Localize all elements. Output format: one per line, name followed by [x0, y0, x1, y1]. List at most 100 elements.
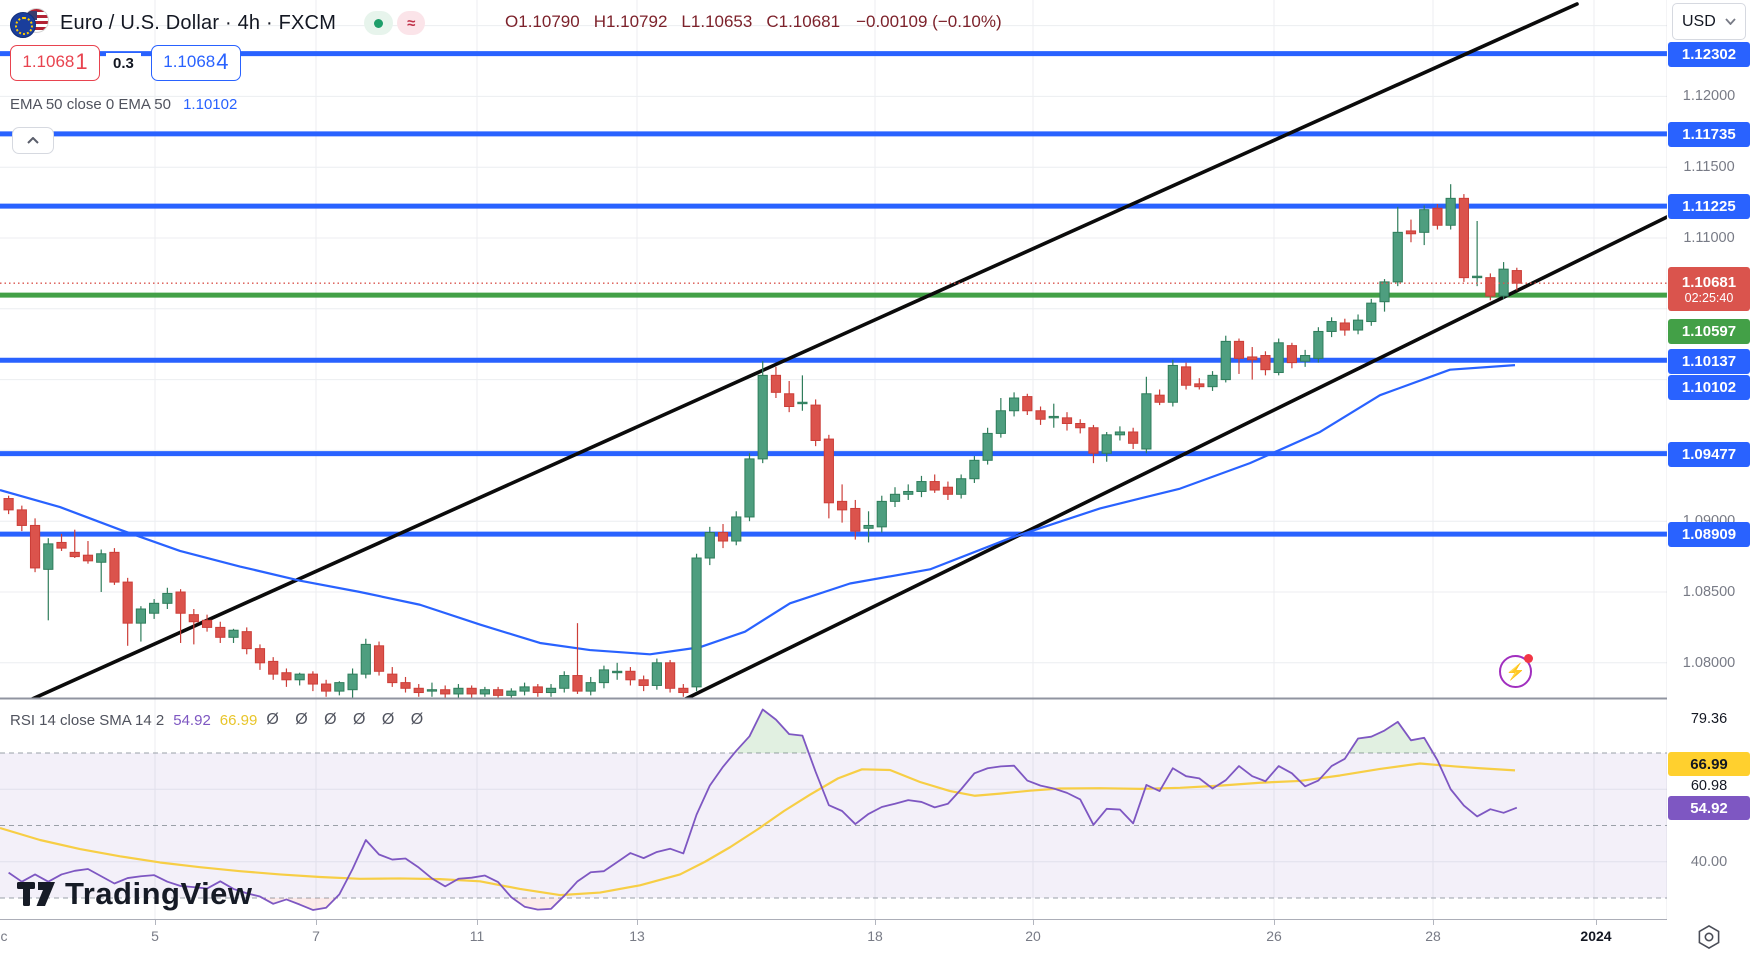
level-price-badge: 1.12302 — [1668, 41, 1750, 67]
chevron-down-icon — [1725, 18, 1736, 25]
candle — [1432, 207, 1443, 226]
candle — [770, 374, 782, 393]
rsi-line — [8, 708, 1518, 911]
price-pane[interactable] — [0, 2, 1667, 714]
candle — [1472, 275, 1483, 279]
candle — [175, 591, 186, 614]
chevron-up-icon — [27, 137, 39, 144]
approx-price-badge[interactable]: ≈ — [397, 11, 426, 35]
candle — [638, 679, 649, 686]
tradingview-watermark: TradingView — [17, 876, 253, 912]
candle — [717, 532, 729, 542]
rsi-value-badge: 54.92 — [1668, 796, 1750, 820]
rsi-axis-label: 60.98 — [1690, 778, 1728, 794]
time-axis-label: 28 — [1425, 928, 1441, 944]
candle — [1273, 342, 1284, 374]
market-open-badge[interactable] — [364, 11, 394, 35]
candle — [43, 543, 54, 570]
candle — [1366, 302, 1377, 323]
price-axis-label: 1.12000 — [1682, 88, 1736, 105]
candle — [228, 629, 239, 638]
symbol-title[interactable]: Euro / U.S. Dollar · 4h · FXCM — [60, 11, 337, 34]
candle — [1035, 410, 1046, 420]
candle — [1392, 231, 1403, 283]
candle — [1128, 431, 1139, 444]
ema-legend[interactable]: EMA 50 close 0 EMA 50 1.10102 — [10, 96, 237, 113]
price-axis-label: 1.11000 — [1683, 230, 1735, 246]
open-value: 1.10790 — [518, 12, 580, 31]
candle — [215, 626, 226, 638]
candle — [903, 490, 914, 495]
candle — [466, 687, 477, 695]
time-axis-tick — [477, 920, 478, 925]
candle — [413, 687, 424, 694]
candle — [109, 551, 120, 583]
lightning-icon: ⚡ — [1505, 663, 1526, 681]
candle — [995, 410, 1006, 434]
candle — [307, 673, 318, 685]
candle — [1511, 270, 1522, 284]
time-axis-tick — [637, 920, 638, 925]
trendline[interactable] — [30, 2, 1579, 700]
candle — [1352, 319, 1364, 331]
time-axis-tick — [1596, 920, 1597, 925]
candle — [982, 432, 993, 461]
candle — [651, 662, 662, 686]
time-axis-label: 26 — [1266, 928, 1282, 944]
candle — [201, 619, 213, 628]
level-price-badge: 1.10137 — [1668, 348, 1750, 374]
candle — [836, 500, 848, 511]
candle — [3, 498, 14, 511]
candle — [678, 687, 689, 694]
current-price-badge: 1.10681 02:25:40 — [1668, 267, 1750, 311]
candle — [612, 670, 623, 674]
time-axis-tick — [1033, 920, 1034, 925]
time-axis-tick — [875, 920, 876, 925]
axis-settings-button[interactable] — [1692, 924, 1726, 950]
candle — [96, 553, 107, 563]
rsi-label: RSI 14 close SMA 14 2 — [10, 711, 165, 729]
candle — [69, 551, 80, 558]
candle — [334, 682, 345, 692]
time-axis-label: 5 — [151, 928, 159, 944]
candle — [400, 682, 411, 689]
rsi-overbought-fill — [1348, 721, 1434, 753]
candle — [321, 683, 332, 692]
buy-button[interactable]: 1.1068 4 — [150, 45, 241, 81]
rsi-axis-label: 40.00 — [1690, 854, 1728, 870]
candle — [1008, 397, 1020, 412]
time-axis-label: c — [0, 928, 8, 944]
spread-value: 0.3 — [106, 52, 141, 74]
level-price-badge: 1.11735 — [1668, 121, 1750, 147]
candle — [1313, 330, 1324, 359]
time-axis-tick — [1433, 920, 1434, 925]
symbol-header[interactable]: Euro / U.S. Dollar · 4h · FXCM ≈ — [10, 8, 426, 38]
candle — [387, 673, 398, 684]
trendline[interactable] — [655, 215, 1667, 714]
candle — [863, 524, 874, 529]
candle — [916, 481, 927, 492]
sell-button[interactable]: 1.1068 1 — [10, 45, 100, 81]
gear-icon — [1698, 925, 1720, 949]
candle — [876, 500, 887, 528]
rsi-legend[interactable]: RSI 14 close SMA 14 2 54.92 66.99 Ø Ø Ø … — [10, 711, 429, 729]
boost-button[interactable]: ⚡ — [1499, 654, 1533, 688]
collapse-legend-button[interactable] — [12, 127, 54, 154]
currency-selector[interactable]: USD — [1672, 3, 1746, 40]
candle — [1220, 340, 1231, 381]
candle — [889, 493, 901, 502]
eu-flag-icon — [10, 12, 36, 38]
price-axis[interactable]: USD 1.120001.115001.110001.090001.085001… — [1667, 0, 1751, 920]
ohlc-readout: O1.10790 H1.10792 L1.10653 C1.10681 −0.0… — [505, 12, 1002, 31]
candle — [929, 481, 940, 491]
candle — [1458, 197, 1470, 279]
candles-layer[interactable] — [3, 184, 1522, 698]
time-axis[interactable]: c 5 7 11 13 18 20 26 28 2024 — [0, 920, 1751, 954]
candle — [1022, 396, 1033, 412]
candle — [1445, 197, 1456, 226]
candle — [731, 516, 742, 542]
rsi-pane[interactable] — [0, 708, 1667, 911]
rsi-value-badge: 66.99 — [1668, 752, 1750, 776]
candle — [956, 478, 967, 495]
